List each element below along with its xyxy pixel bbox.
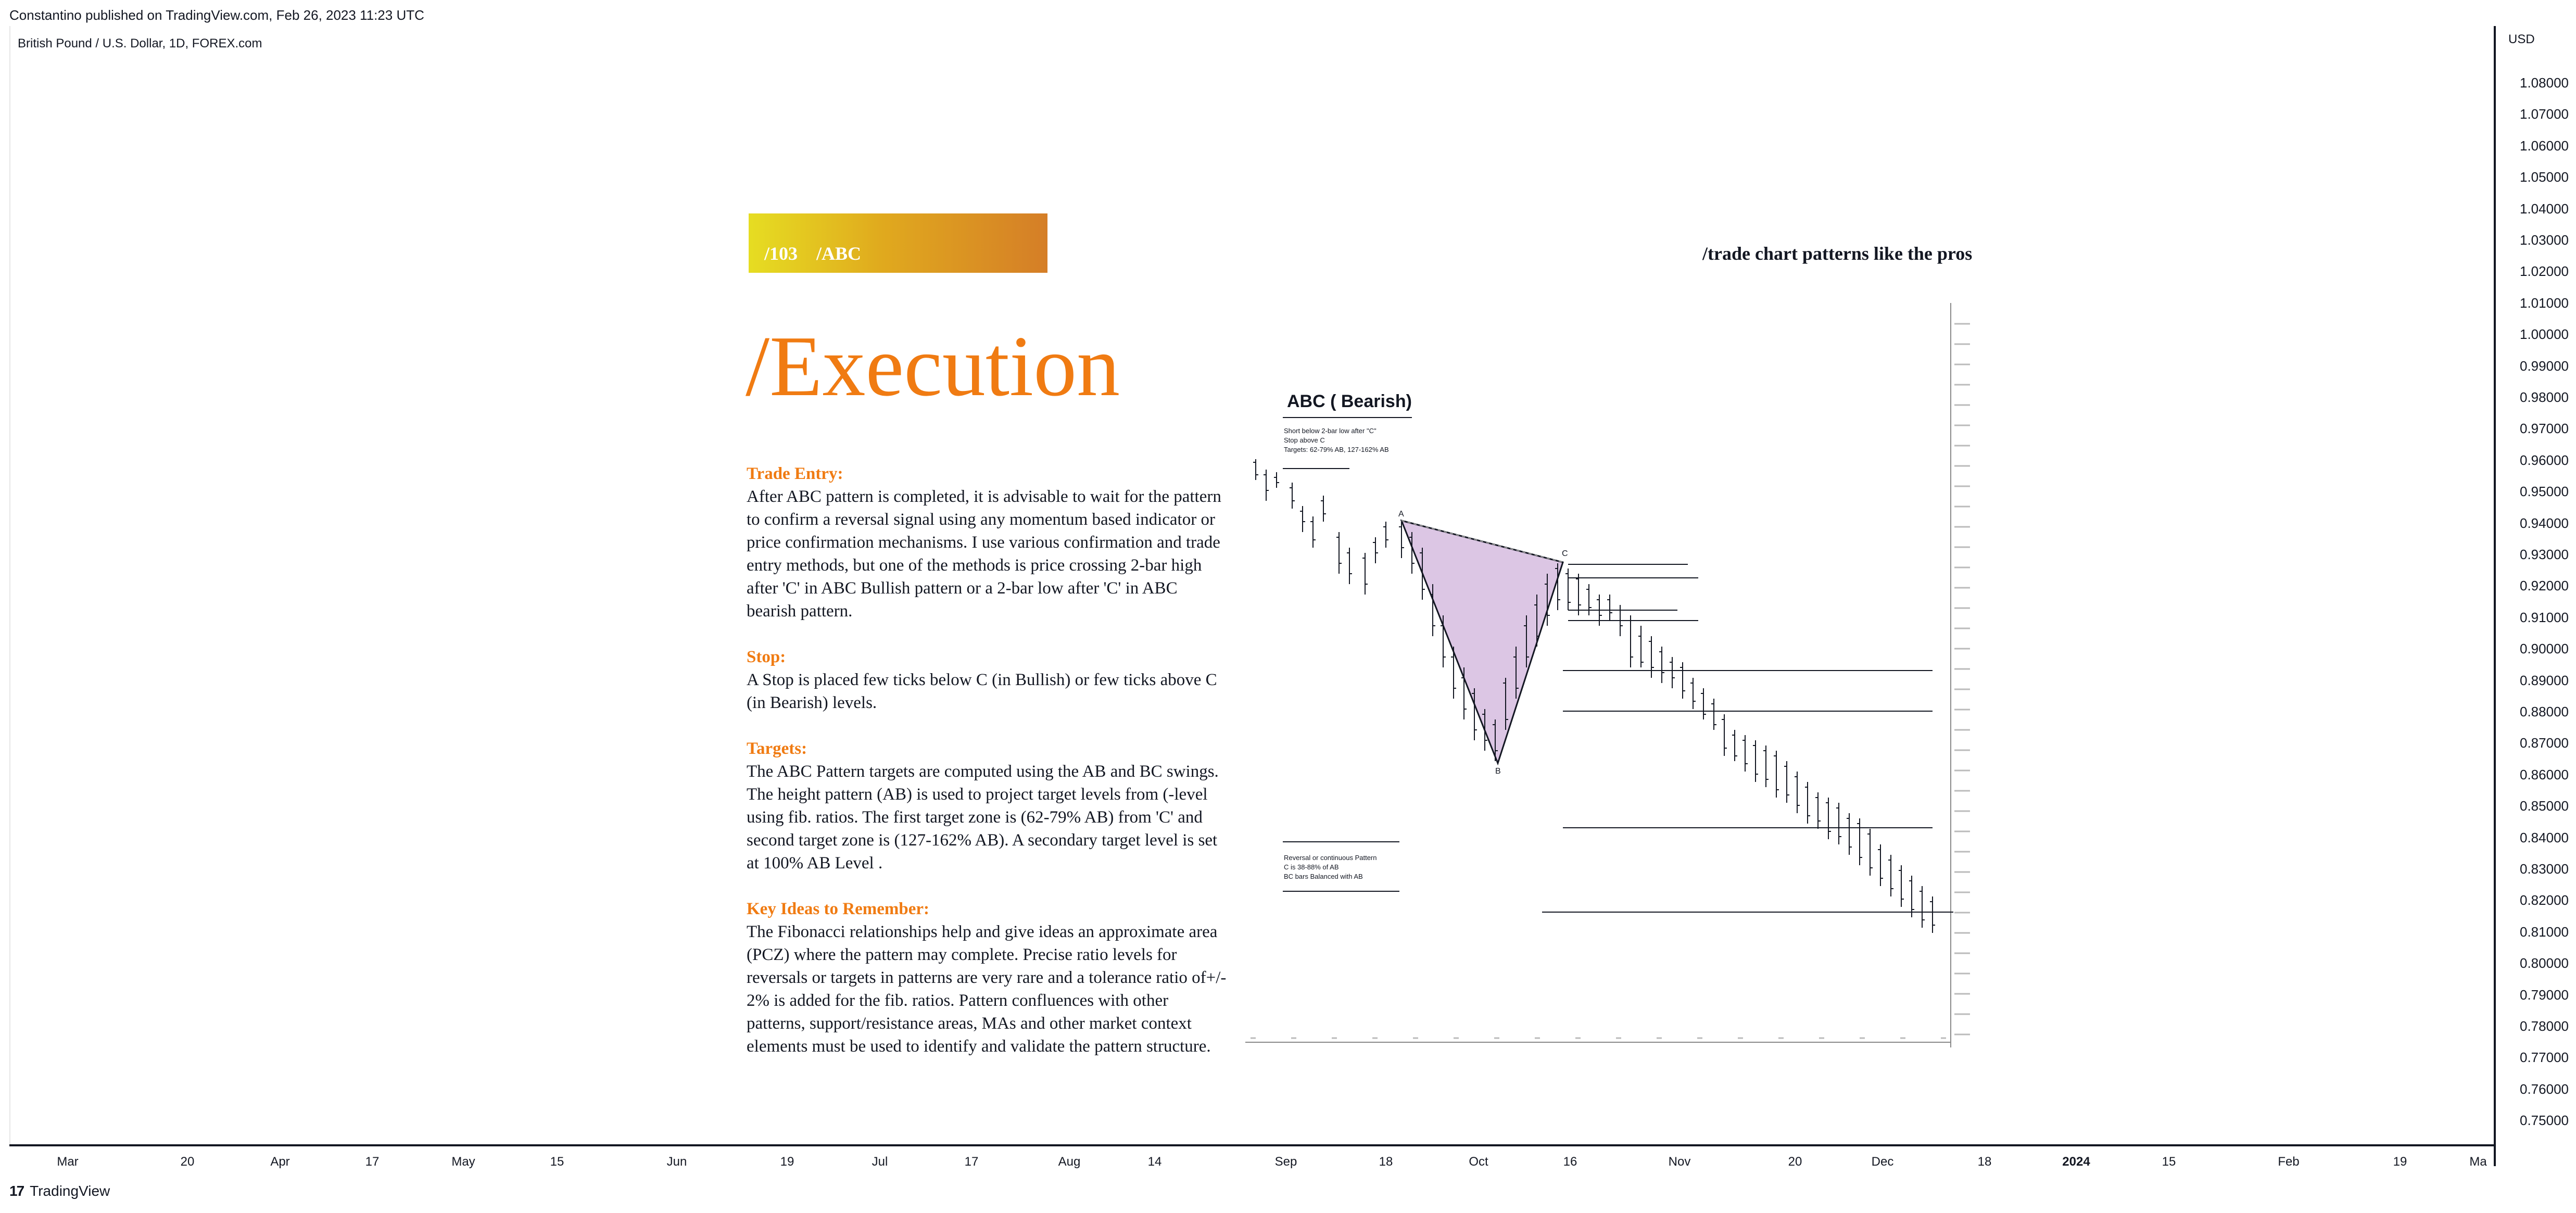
time-tick-label: 18 [1379, 1155, 1393, 1169]
time-tick-label: Sep [1274, 1155, 1297, 1169]
time-axis[interactable]: Mar 20 Apr 17 May 15 Jun 19 Jul 17 Aug 14 Sep 18 Oct 16… [9, 1144, 2494, 1176]
price-tick-label: 0.89000 [2520, 672, 2569, 688]
price-tick-label: 0.77000 [2520, 1050, 2569, 1066]
time-tick-label: Oct [1469, 1155, 1488, 1169]
section-block: Stop: A Stop is placed few ticks below C … [747, 646, 1231, 714]
time-tick-label: 17 [365, 1155, 380, 1169]
price-tick-label: 1.01000 [2520, 295, 2569, 311]
time-tick-label: Jun [666, 1155, 687, 1169]
price-tick-label: 0.88000 [2520, 704, 2569, 719]
price-tick-label: 1.03000 [2520, 232, 2569, 248]
time-tick-label: 19 [2393, 1155, 2407, 1169]
price-axis[interactable]: 1.08000 1.07000 1.06000 1.05000 1.04000 1.030… [2494, 26, 2576, 1166]
price-tick-label: 0.98000 [2520, 389, 2569, 405]
price-tick-label: 1.00000 [2520, 326, 2569, 343]
inset-title: ABC ( Bearish) [1287, 391, 1412, 411]
price-tick-label: 0.82000 [2520, 892, 2569, 908]
inset-note-text: BC bars Balanced with AB [1284, 873, 1363, 880]
price-tick-label: 1.05000 [2520, 169, 2569, 185]
lesson-banner: /103 /ABC [749, 213, 1047, 273]
currency-label: USD [2508, 32, 2535, 46]
time-tick-label: 19 [780, 1155, 794, 1169]
price-tick-label: 1.08000 [2520, 75, 2569, 91]
tagline: /trade chart patterns like the pros [1702, 243, 1973, 264]
section-body: The Fibonacci relationships help and giv… [747, 923, 1227, 1056]
section-body: The ABC Pattern targets are computed usi… [747, 762, 1219, 873]
price-tick-label: 0.91000 [2520, 609, 2569, 625]
time-tick-label: Jul [872, 1155, 888, 1169]
time-tick-label: 18 [1977, 1155, 1992, 1169]
time-tick-label: Aug [1058, 1155, 1081, 1169]
price-tick-label: 0.95000 [2520, 484, 2569, 500]
price-tick-label: 0.85000 [2520, 798, 2569, 814]
price-tick-label: 0.76000 [2520, 1081, 2569, 1097]
time-tick-label: 15 [550, 1155, 564, 1169]
inset-note-text: C is 38-88% of AB [1284, 863, 1339, 871]
time-tick-label: Dec [1871, 1155, 1894, 1169]
section-heading: Targets: [747, 739, 807, 758]
section-block: Targets: The ABC Pattern targets are comp… [747, 737, 1231, 875]
inset-rule-text: Short below 2-bar low after "C" [1284, 427, 1377, 435]
tradingview-logo-icon: 17 [9, 1183, 24, 1199]
price-tick-label: 0.93000 [2520, 547, 2569, 562]
time-tick-label: 20 [180, 1155, 195, 1169]
time-tick-label: Mar [57, 1155, 79, 1169]
page-title: /Execution [746, 318, 1120, 414]
price-tick-label: 0.92000 [2520, 578, 2569, 594]
price-tick-label: 0.87000 [2520, 735, 2569, 751]
time-tick-label: 14 [1147, 1155, 1162, 1169]
price-tick-label: 0.96000 [2520, 452, 2569, 468]
time-tick-label: Ma [2469, 1155, 2487, 1169]
publish-info: Constantino published on TradingView.com… [9, 7, 424, 23]
inset-background [1245, 303, 1974, 1080]
price-tick-label: 0.81000 [2520, 924, 2569, 940]
abc-point-label: B [1495, 767, 1501, 776]
abc-pattern-inset-chart: ABC ( Bearish) Short below 2-bar low afte… [1245, 303, 1974, 1080]
price-tick-label: 0.94000 [2520, 515, 2569, 531]
time-tick-label: 2024 [2062, 1155, 2090, 1169]
time-tick-label: 15 [2162, 1155, 2176, 1169]
section-block: Trade Entry: After ABC pattern is complet… [747, 462, 1231, 623]
price-tick-label: 0.83000 [2520, 861, 2569, 877]
footer-brand[interactable]: 17 TradingView [9, 1183, 110, 1199]
inset-rule-text: Targets: 62-79% AB, 127-162% AB [1284, 446, 1389, 453]
symbol-title: British Pound / U.S. Dollar, 1D, FOREX.c… [18, 36, 262, 50]
section-body: A Stop is placed few ticks below C (in B… [747, 671, 1217, 712]
time-tick-label: May [451, 1155, 475, 1169]
price-tick-label: 0.84000 [2520, 829, 2569, 845]
ac-dashed-line [1401, 520, 1563, 563]
abc-point-label: C [1562, 549, 1568, 558]
price-tick-label: 0.90000 [2520, 641, 2569, 657]
price-tick-label: 0.97000 [2520, 421, 2569, 437]
abc-point-label: A [1398, 510, 1404, 519]
price-tick-label: 0.80000 [2520, 955, 2569, 971]
time-tick-label: Feb [2278, 1155, 2300, 1169]
banner-label: /103 /ABC [764, 243, 862, 264]
section-heading: Key Ideas to Remember: [747, 900, 929, 918]
inset-note-text: Reversal or continuous Pattern [1284, 854, 1377, 862]
time-tick-label: 17 [964, 1155, 979, 1169]
price-tick-label: 1.07000 [2520, 106, 2569, 122]
price-tick-label: 1.06000 [2520, 137, 2569, 154]
price-tick-label: 0.99000 [2520, 358, 2569, 374]
section-body: After ABC pattern is completed, it is ad… [747, 487, 1221, 621]
price-tick-label: 1.04000 [2520, 200, 2569, 217]
section-block: Key Ideas to Remember: The Fibonacci rela… [747, 898, 1231, 1058]
time-tick-label: 20 [1788, 1155, 1802, 1169]
inset-rule-text: Stop above C [1284, 436, 1325, 444]
price-tick-label: 0.86000 [2520, 766, 2569, 782]
time-tick-label: Apr [270, 1155, 290, 1169]
time-tick-label: Nov [1668, 1155, 1691, 1169]
chart-left-border [9, 26, 10, 1145]
brand-name: TradingView [30, 1183, 110, 1199]
time-tick-label: 16 [1563, 1155, 1577, 1169]
section-heading: Trade Entry: [747, 464, 843, 483]
price-tick-label: 0.79000 [2520, 987, 2569, 1003]
price-tick-label: 1.02000 [2520, 263, 2569, 280]
price-tick-label: 0.78000 [2520, 1018, 2569, 1034]
execution-text: Trade Entry: After ABC pattern is complet… [747, 462, 1231, 1081]
price-tick-label: 0.75000 [2520, 1113, 2569, 1129]
section-heading: Stop: [747, 648, 786, 666]
